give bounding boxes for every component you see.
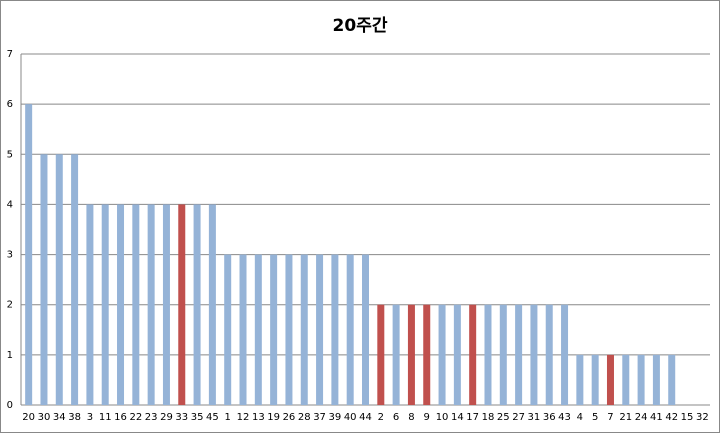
x-tick-label: 26 bbox=[283, 412, 296, 423]
x-tick-label: 9 bbox=[424, 412, 430, 423]
x-tick-label: 5 bbox=[592, 412, 598, 423]
x-tick-label: 6 bbox=[393, 412, 399, 423]
bar bbox=[162, 204, 170, 405]
bar bbox=[530, 304, 538, 405]
chart-title: 20주간 bbox=[333, 16, 388, 36]
x-tick-label: 11 bbox=[99, 412, 112, 423]
x-tick-label: 34 bbox=[53, 412, 66, 423]
x-tick-label: 20 bbox=[22, 412, 35, 423]
x-tick-label: 7 bbox=[607, 412, 613, 423]
x-tick-label: 42 bbox=[665, 412, 678, 423]
bar bbox=[438, 304, 446, 405]
bar bbox=[469, 304, 477, 405]
y-tick-label: 1 bbox=[7, 350, 13, 361]
bar bbox=[423, 304, 431, 405]
bar bbox=[499, 304, 507, 405]
bar bbox=[86, 204, 94, 405]
bar bbox=[453, 304, 461, 405]
x-tick-label: 21 bbox=[619, 412, 632, 423]
x-tick-label: 36 bbox=[543, 412, 556, 423]
x-tick-label: 29 bbox=[160, 412, 173, 423]
bar bbox=[40, 154, 48, 405]
bar bbox=[591, 354, 599, 405]
x-tick-label: 38 bbox=[68, 412, 81, 423]
x-tick-label: 19 bbox=[267, 412, 280, 423]
bar bbox=[117, 204, 125, 405]
x-tick-label: 12 bbox=[237, 412, 250, 423]
bar bbox=[622, 354, 630, 405]
bar bbox=[101, 204, 109, 405]
x-tick-label: 17 bbox=[466, 412, 479, 423]
bar bbox=[668, 354, 676, 405]
bar bbox=[637, 354, 645, 405]
x-tick-label: 18 bbox=[482, 412, 495, 423]
x-tick-label: 27 bbox=[512, 412, 525, 423]
x-tick-label: 37 bbox=[313, 412, 326, 423]
x-tick-label: 22 bbox=[129, 412, 142, 423]
bar bbox=[239, 254, 247, 405]
bar bbox=[270, 254, 278, 405]
x-tick-label: 35 bbox=[191, 412, 204, 423]
x-tick-label: 1 bbox=[225, 412, 231, 423]
x-tick-label: 14 bbox=[451, 412, 464, 423]
bar bbox=[331, 254, 339, 405]
bar bbox=[25, 104, 33, 406]
bar bbox=[55, 154, 63, 405]
bar bbox=[346, 254, 354, 405]
bar bbox=[254, 254, 262, 405]
bar bbox=[484, 304, 492, 405]
bar bbox=[132, 204, 140, 405]
y-tick-label: 5 bbox=[7, 149, 13, 160]
bar bbox=[561, 304, 569, 405]
y-tick-label: 2 bbox=[7, 300, 13, 311]
bar bbox=[576, 354, 584, 405]
x-tick-label: 43 bbox=[558, 412, 571, 423]
bar bbox=[377, 304, 385, 405]
x-tick-label: 33 bbox=[175, 412, 188, 423]
x-tick-label: 31 bbox=[528, 412, 541, 423]
x-tick-label: 23 bbox=[145, 412, 158, 423]
x-tick-label: 40 bbox=[344, 412, 357, 423]
bar bbox=[300, 254, 308, 405]
x-tick-label: 45 bbox=[206, 412, 219, 423]
bar bbox=[606, 354, 614, 405]
y-tick-label: 4 bbox=[7, 199, 13, 210]
x-tick-label: 30 bbox=[38, 412, 51, 423]
y-tick-label: 0 bbox=[7, 400, 13, 411]
x-tick-label: 13 bbox=[252, 412, 265, 423]
bar bbox=[147, 204, 155, 405]
bar bbox=[208, 204, 216, 405]
x-tick-label: 15 bbox=[681, 412, 694, 423]
bar bbox=[545, 304, 553, 405]
y-tick-label: 3 bbox=[7, 250, 13, 261]
x-tick-label: 4 bbox=[577, 412, 583, 423]
x-tick-label: 44 bbox=[359, 412, 372, 423]
bar bbox=[178, 204, 186, 405]
x-tick-label: 41 bbox=[650, 412, 663, 423]
bar bbox=[71, 154, 79, 405]
x-tick-label: 25 bbox=[497, 412, 510, 423]
bar bbox=[652, 354, 660, 405]
x-tick-label: 39 bbox=[329, 412, 342, 423]
bar bbox=[224, 254, 232, 405]
bar bbox=[407, 304, 415, 405]
y-tick-label: 7 bbox=[7, 49, 13, 60]
bar bbox=[193, 204, 201, 405]
x-tick-label: 2 bbox=[378, 412, 384, 423]
bar bbox=[285, 254, 293, 405]
x-tick-label: 10 bbox=[436, 412, 449, 423]
x-tick-label: 3 bbox=[87, 412, 93, 423]
bar bbox=[392, 304, 400, 405]
bar bbox=[316, 254, 324, 405]
x-tick-label: 8 bbox=[408, 412, 414, 423]
x-tick-label: 24 bbox=[635, 412, 648, 423]
x-tick-label: 28 bbox=[298, 412, 311, 423]
bar bbox=[515, 304, 523, 405]
x-tick-label: 32 bbox=[696, 412, 709, 423]
x-tick-label: 16 bbox=[114, 412, 127, 423]
y-tick-label: 6 bbox=[7, 99, 13, 110]
bar bbox=[362, 254, 369, 405]
